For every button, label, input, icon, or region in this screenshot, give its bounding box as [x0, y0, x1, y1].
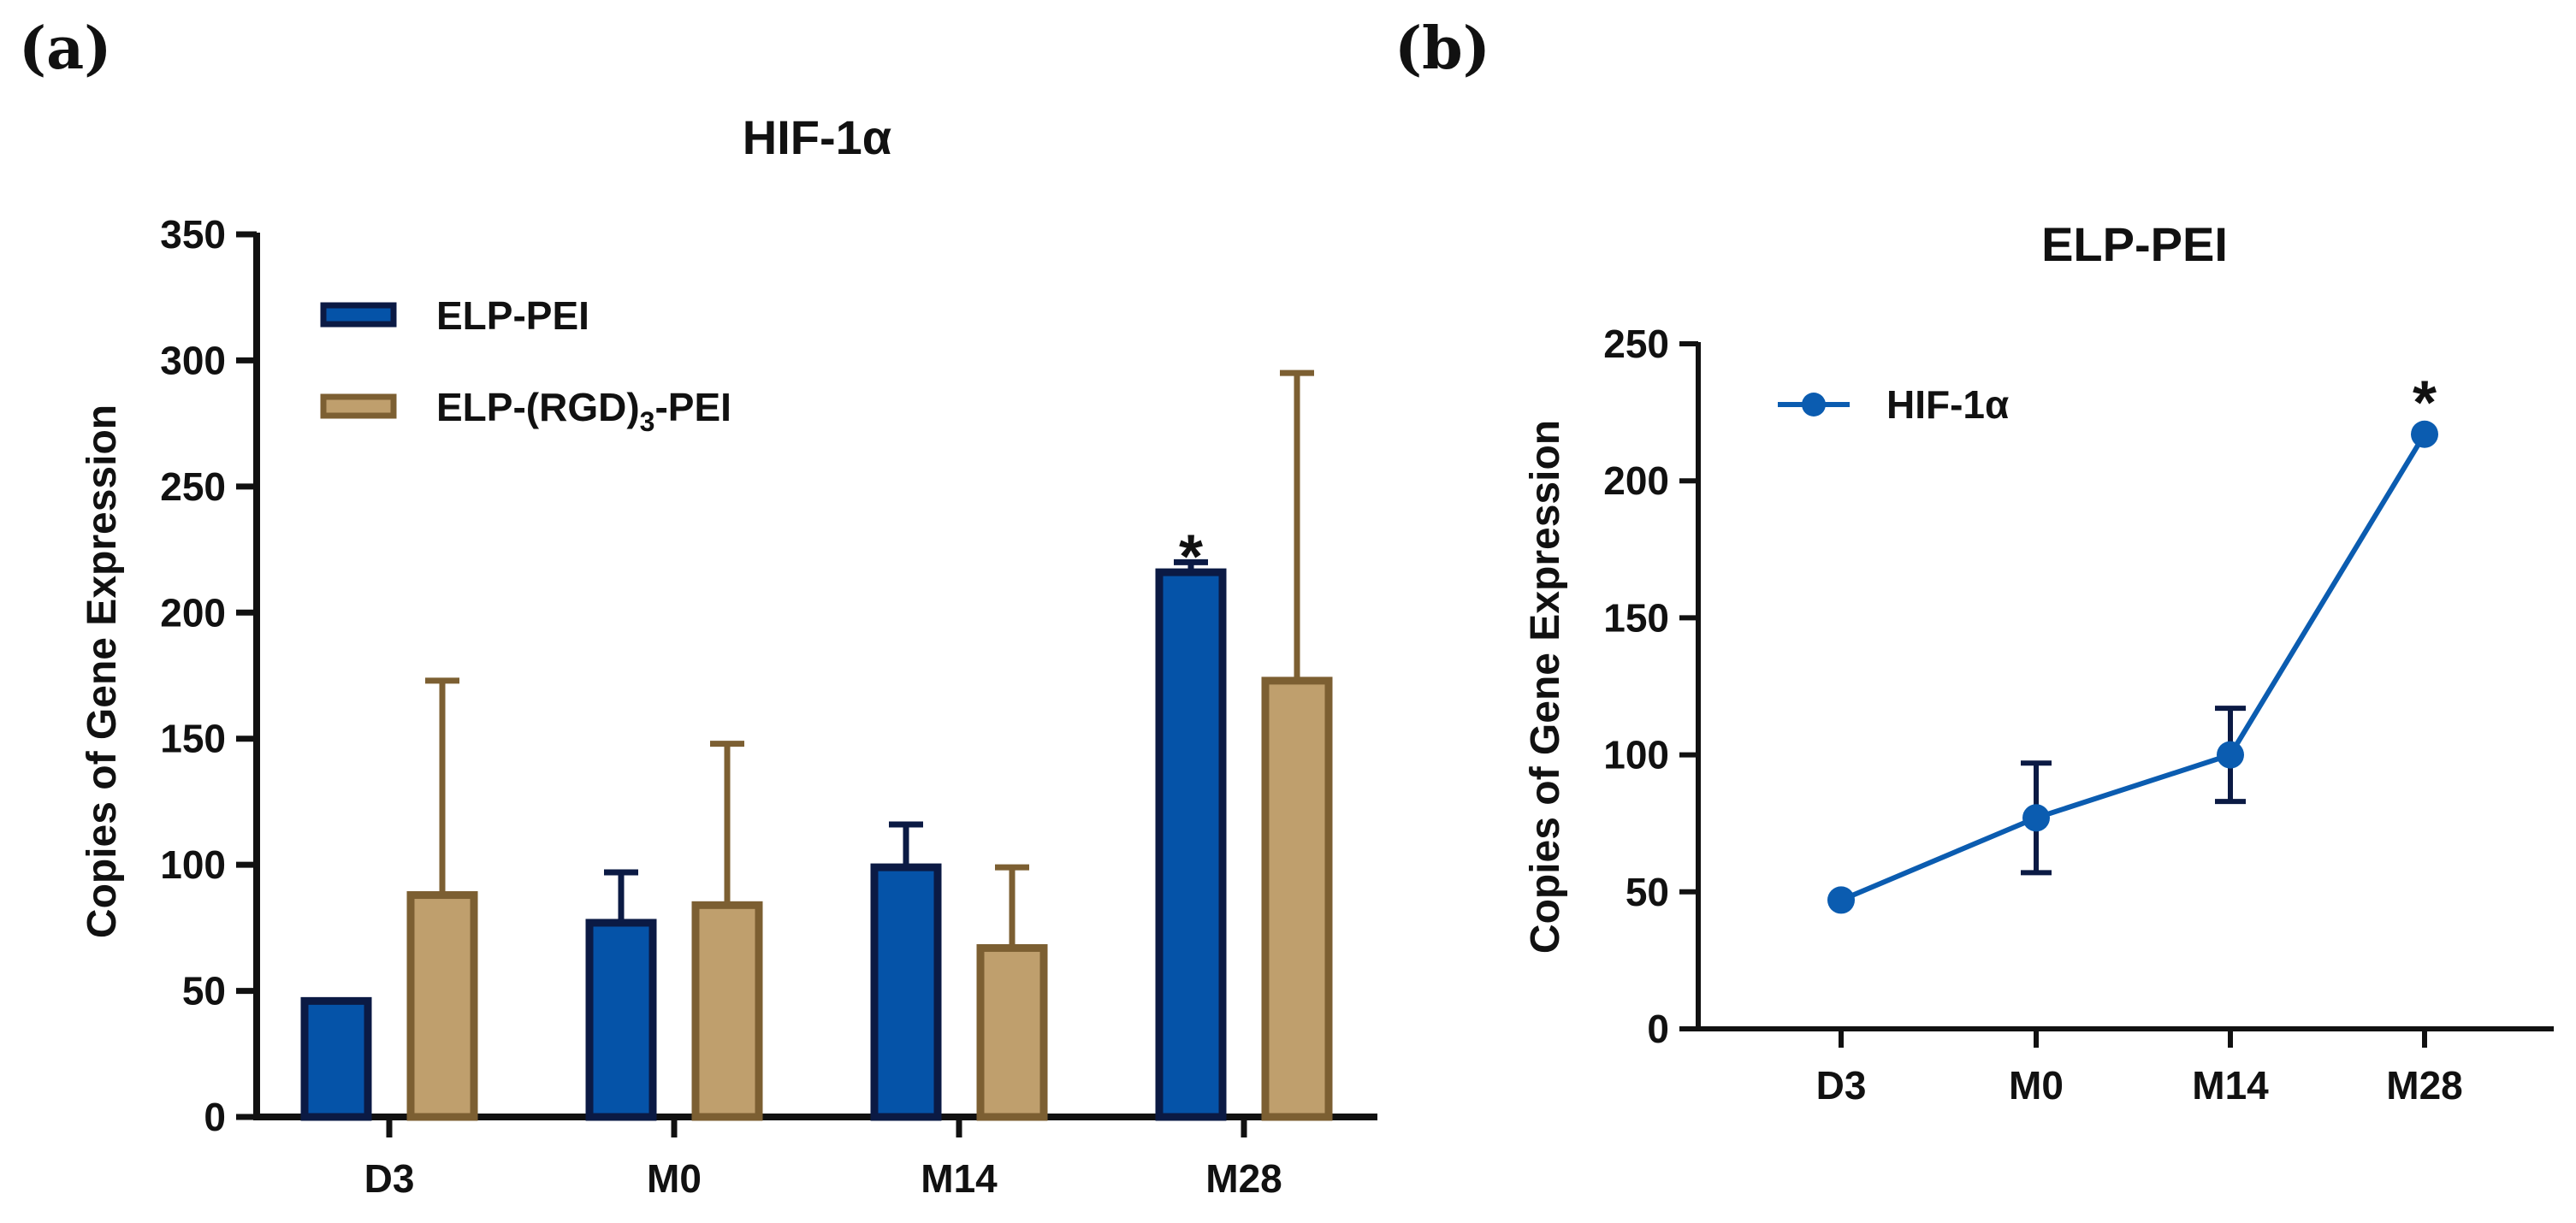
chart-b-data-point	[1827, 886, 1855, 914]
chart-a-y-tick-label: 350	[160, 212, 226, 257]
chart-a-bar	[1155, 568, 1227, 1121]
chart-a-y-tick-label: 0	[204, 1095, 226, 1139]
chart-b-x-tick-label: M0	[2009, 1063, 2064, 1108]
chart-b-data-point	[2411, 420, 2438, 448]
chart-b-y-tick-label: 200	[1603, 458, 1669, 503]
chart-b-x-tick-label: M14	[2192, 1063, 2269, 1108]
chart-a-bar	[976, 943, 1048, 1121]
chart-a-bar	[406, 891, 478, 1121]
chart-b-series-line	[1839, 433, 2427, 903]
chart-a-y-tick-label: 100	[160, 842, 226, 887]
legend-label-elp-rgd3-pei: ELP-(RGD)3-PEI	[436, 385, 731, 437]
legend-label-elp-pei: ELP-PEI	[436, 293, 589, 338]
legend-swatch-elp-pei	[320, 302, 397, 328]
chart-a-x-tick-label: M28	[1205, 1156, 1282, 1201]
chart-a-x-tick-label: D3	[364, 1156, 415, 1201]
chart-a-x-tick-label: M0	[647, 1156, 702, 1201]
chart-a-title: HIF-1α	[743, 110, 891, 164]
chart-b-y-axis-label: Copies of Gene Expression	[1523, 420, 1568, 954]
chart-a-y-tick-label: 150	[160, 717, 226, 761]
chart-b-significance-marker: *	[2413, 369, 2437, 438]
chart-b-title: ELP-PEI	[2041, 217, 2228, 271]
chart-a-bar	[870, 863, 942, 1121]
chart-a-y-tick-label: 200	[160, 590, 226, 635]
chart-b-x-tick-label: D3	[1816, 1063, 1867, 1108]
chart-b-y-tick-label: 100	[1603, 733, 1669, 777]
chart-a-legend: ELP-PEI ELP-(RGD)3-PEI	[320, 293, 731, 437]
panel-b-label: (b)	[1395, 15, 1490, 83]
legend-swatch-elp-rgd3-pei	[320, 393, 397, 419]
chart-b-data-point	[2217, 741, 2244, 769]
chart-a-bar	[691, 901, 763, 1121]
chart-b-y-tick-label: 0	[1647, 1007, 1669, 1051]
legend-label-hif1a: HIF-1α	[1886, 382, 2009, 427]
chart-b-legend: HIF-1α	[1778, 382, 2009, 427]
chart-b-data-point	[2022, 804, 2050, 832]
chart-b-x-tick-label: M28	[2386, 1063, 2462, 1108]
chart-a-significance-marker: *	[1179, 523, 1203, 591]
chart-a-y-tick-label: 300	[160, 338, 226, 382]
chart-a-bar	[1261, 676, 1333, 1121]
chart-a-bar	[300, 996, 372, 1121]
chart-a-y-axis-label: Copies of Gene Expression	[80, 405, 125, 938]
chart-b-plot: 0 50 100 150 200 250 D3 M0 M14 M28 *	[1603, 322, 2554, 1108]
legend-marker-hif1a	[1802, 393, 1826, 417]
chart-a-y-tick-label: 50	[182, 969, 226, 1013]
chart-a-bar	[585, 919, 657, 1121]
chart-b-y-tick-label: 150	[1603, 595, 1669, 640]
chart-b-y-tick-label: 50	[1626, 870, 1669, 914]
chart-a-plot: 0 50 100 150 200 250 300 350 D3 M0 M14 M28 *	[160, 212, 1377, 1201]
chart-a-x-tick-label: M14	[921, 1156, 998, 1201]
chart-a-y-tick-label: 250	[160, 464, 226, 509]
panel-a-label: (a)	[19, 15, 111, 83]
chart-b-y-tick-label: 250	[1603, 322, 1669, 366]
